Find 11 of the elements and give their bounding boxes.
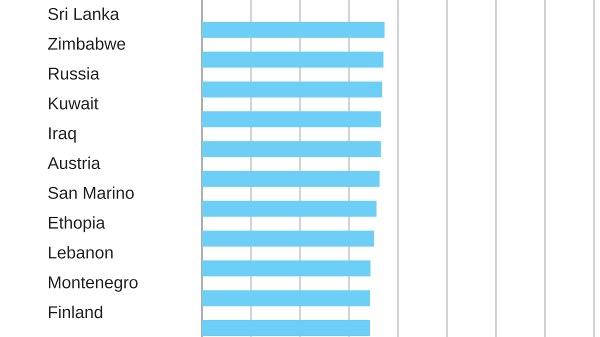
- y-tick-label: Kuwait: [48, 96, 98, 110]
- y-tick-label: San Marino: [48, 186, 134, 199]
- y-tick-label: Iraq: [49, 127, 76, 143]
- y-tick-label: Zimbabwe: [48, 37, 126, 50]
- y-tick-label: Austria: [48, 156, 100, 170]
- y-tick-label: Lebanon: [48, 246, 113, 259]
- y-tick-label: Ethopia: [48, 216, 106, 232]
- y-tick-label: Montenegro: [48, 276, 138, 292]
- y-tick-label: Sri Lanka: [48, 8, 120, 20]
- y-tick-label: Finland: [48, 306, 102, 318]
- y-tick-label: Russia: [48, 67, 100, 80]
